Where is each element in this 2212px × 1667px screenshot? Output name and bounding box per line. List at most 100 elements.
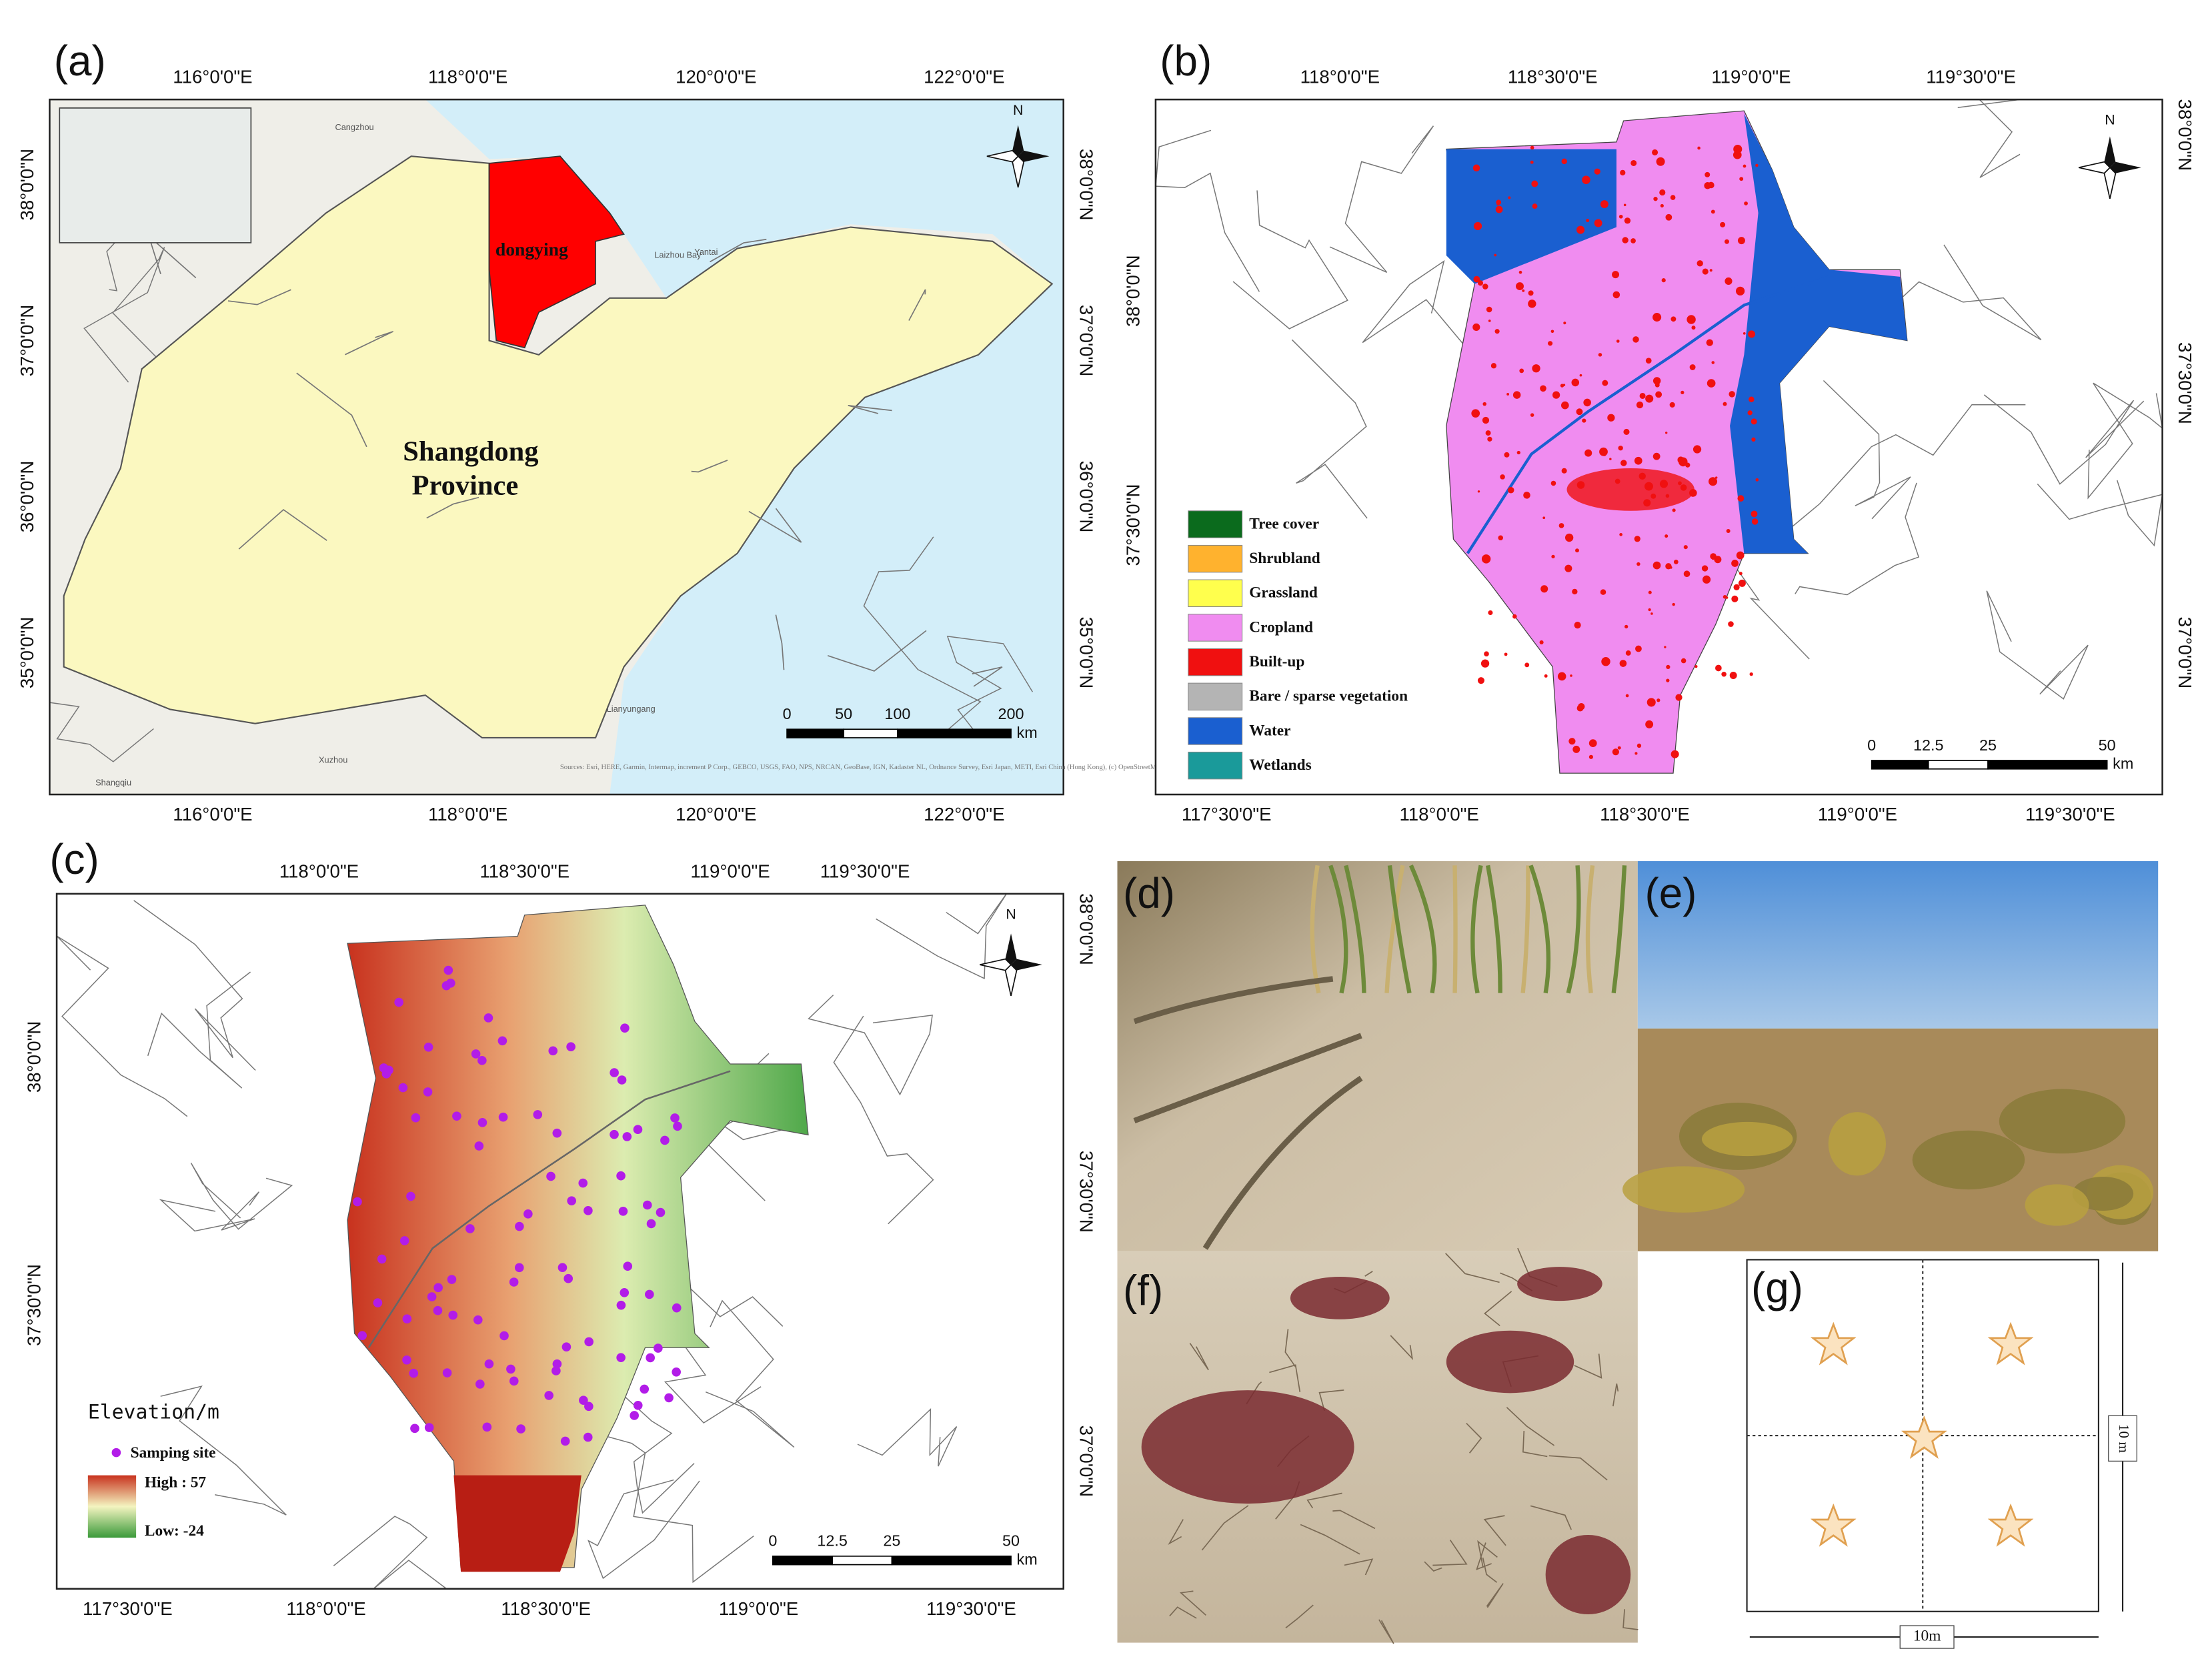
mud-crack bbox=[1300, 1524, 1360, 1555]
built-up bbox=[1704, 182, 1711, 189]
river bbox=[1466, 275, 1830, 554]
lon-label: 120°0'0"E bbox=[676, 804, 756, 824]
built-up bbox=[1624, 624, 1628, 629]
scale-bar bbox=[897, 728, 1012, 738]
sampling-site bbox=[672, 1303, 682, 1313]
sampling-site bbox=[357, 1331, 367, 1340]
sampling-site bbox=[427, 1292, 437, 1301]
sampling-site bbox=[622, 1132, 632, 1141]
district-boundary bbox=[833, 1015, 934, 1225]
built-up bbox=[1665, 563, 1672, 570]
built-up bbox=[1552, 391, 1560, 399]
frame bbox=[1154, 98, 2163, 796]
built-up bbox=[1625, 650, 1631, 656]
built-up bbox=[1544, 674, 1548, 678]
built-up bbox=[1755, 163, 1759, 167]
city-boundary bbox=[908, 289, 926, 321]
crop-stalk bbox=[1528, 865, 1551, 994]
built-up bbox=[1751, 510, 1758, 518]
scale-label: 0 bbox=[1867, 736, 1876, 754]
mud-crack bbox=[1612, 1383, 1619, 1407]
lat-label: 37°30'0"N bbox=[1122, 484, 1143, 566]
district-boundary bbox=[863, 536, 982, 731]
built-up bbox=[1669, 402, 1675, 408]
crop-stalk bbox=[1485, 865, 1502, 993]
panel-label: (d) bbox=[1123, 869, 1175, 917]
lon-label: 119°30'0"E bbox=[926, 1598, 1016, 1619]
built-up bbox=[1639, 392, 1646, 400]
built-up bbox=[1578, 702, 1585, 710]
built-up bbox=[1571, 378, 1580, 387]
north-arrow bbox=[1018, 150, 1050, 162]
built-up bbox=[1645, 358, 1652, 364]
mud-crack bbox=[1424, 1561, 1442, 1572]
sampling-site bbox=[616, 1353, 626, 1362]
sampling-site bbox=[623, 1261, 633, 1271]
district-boundary bbox=[946, 636, 1034, 731]
scale-unit: km bbox=[1017, 1550, 1038, 1568]
shrub bbox=[1828, 1112, 1886, 1176]
legend-swatch bbox=[1188, 614, 1243, 642]
suaeda-plant bbox=[1545, 1534, 1631, 1615]
built-up bbox=[1671, 750, 1679, 758]
built-up bbox=[1656, 157, 1665, 166]
lat-label: 35°0'0"N bbox=[1076, 617, 1096, 689]
built-up bbox=[1512, 391, 1521, 399]
built-up bbox=[1749, 396, 1755, 403]
built-up bbox=[1736, 551, 1745, 560]
photo-d bbox=[1117, 861, 1638, 1251]
sampling-site bbox=[640, 1384, 650, 1394]
built-up bbox=[1532, 203, 1538, 209]
built-up bbox=[1612, 748, 1619, 756]
lon-label: 117°30'0"E bbox=[1182, 804, 1272, 824]
built-up bbox=[1504, 452, 1510, 458]
built-up bbox=[1601, 657, 1610, 666]
district-boundary bbox=[160, 1385, 287, 1516]
lat-label: 35°0'0"N bbox=[17, 617, 37, 689]
river bbox=[367, 1070, 731, 1348]
mud-crack bbox=[1189, 1343, 1209, 1371]
sampling-site bbox=[448, 1310, 458, 1320]
mud-crack bbox=[1284, 1329, 1296, 1367]
district-boundary bbox=[83, 247, 165, 383]
built-up bbox=[1655, 391, 1663, 398]
sampling-site bbox=[562, 1342, 572, 1351]
sampling-site bbox=[616, 1171, 626, 1181]
sampling-site bbox=[499, 1331, 509, 1341]
built-up bbox=[1635, 536, 1638, 540]
lon-label: 118°30'0"E bbox=[1600, 804, 1690, 824]
mud-crack bbox=[1484, 1291, 1512, 1327]
panel-label: (e) bbox=[1644, 869, 1697, 917]
water bbox=[1446, 149, 1616, 284]
built-up bbox=[1731, 560, 1739, 567]
built-up bbox=[1675, 694, 1683, 701]
legend-label: Cropland bbox=[1249, 618, 1313, 636]
built-up bbox=[1751, 418, 1757, 425]
lat-label: 38°0'0"N bbox=[1076, 893, 1096, 965]
built-up bbox=[1747, 410, 1753, 416]
built-up bbox=[1594, 219, 1602, 227]
built-up bbox=[1588, 754, 1593, 759]
photo-e-sky bbox=[1637, 861, 2159, 1029]
built-up bbox=[1648, 608, 1651, 612]
shrub bbox=[2025, 1184, 2089, 1226]
lon-label: 119°0'0"E bbox=[690, 861, 770, 881]
scale-bar bbox=[786, 728, 844, 738]
sampling-site bbox=[552, 1359, 562, 1369]
built-up bbox=[1634, 456, 1642, 465]
mud-crack bbox=[1378, 1619, 1394, 1644]
sampling-site bbox=[616, 1300, 626, 1310]
scale-bar bbox=[832, 1555, 893, 1566]
built-up bbox=[1726, 529, 1731, 534]
built-up bbox=[1572, 745, 1580, 753]
legend-swatch bbox=[1188, 544, 1243, 573]
mud-crack bbox=[1476, 1542, 1492, 1570]
built-up bbox=[1630, 238, 1636, 243]
sampling-site bbox=[552, 1128, 562, 1138]
built-up bbox=[1652, 149, 1658, 155]
built-up bbox=[1645, 394, 1654, 403]
legend-label: Built-up bbox=[1249, 653, 1304, 670]
built-up bbox=[1523, 492, 1530, 499]
district-boundary bbox=[1291, 339, 1368, 519]
district-boundary bbox=[1983, 394, 2145, 485]
